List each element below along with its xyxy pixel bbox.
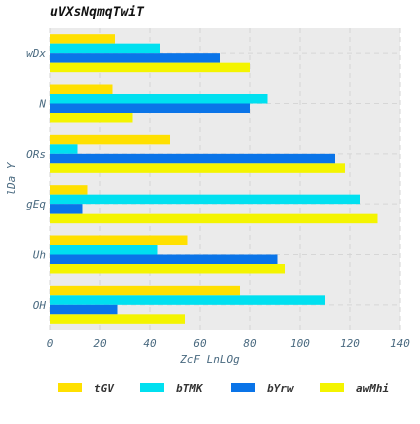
bar-tGV-OH [50, 285, 240, 296]
plot-background [50, 28, 400, 330]
legend-label-awMhi: awMhi [356, 382, 389, 395]
bar-tGV-N [50, 84, 113, 94]
bar-tGV-wDx [50, 34, 115, 44]
legend-label-bTMK: bTMK [176, 382, 204, 395]
x-axis-label: ZcF LnLOg [179, 353, 240, 366]
bar-awMhi-OH [50, 314, 185, 324]
legend-swatch-awMhi [320, 383, 344, 392]
bar-bTMK-wDx [50, 43, 160, 54]
bar-tGV-gEq [50, 185, 88, 195]
bar-bYrw-gEq [50, 204, 83, 214]
x-tick-label: 20 [93, 337, 107, 350]
bar-awMhi-N [50, 113, 133, 123]
legend-label-tGV: tGV [94, 382, 115, 395]
legend-label-bYrw: bYrw [267, 382, 295, 395]
y-tick-label: gEq [26, 198, 46, 211]
x-tick-label: 120 [340, 337, 360, 350]
x-tick-label: 40 [143, 337, 157, 350]
bar-bTMK-OH [50, 295, 325, 305]
bar-awMhi-Uh [50, 264, 285, 274]
bar-awMhi-ORs [50, 163, 345, 173]
y-axis-label: lDa Y [5, 161, 18, 195]
legend-swatch-bYrw [231, 383, 255, 392]
x-tick-label: 100 [290, 337, 310, 350]
bar-bYrw-ORs [50, 153, 335, 164]
chart-title: uVXsNqmqTwiT [50, 5, 144, 20]
bar-bTMK-Uh [50, 245, 158, 255]
bar-awMhi-gEq [50, 213, 378, 224]
bar-bTMK-N [50, 94, 268, 104]
y-tick-label: Uh [33, 249, 46, 262]
bar-awMhi-wDx [50, 62, 250, 73]
bar-bTMK-gEq [50, 194, 360, 205]
x-tick-label: 80 [243, 337, 257, 350]
legend-swatch-tGV [58, 383, 82, 392]
bar-bTMK-ORs [50, 144, 78, 154]
bar-bYrw-wDx [50, 53, 220, 63]
bar-bYrw-Uh [50, 254, 278, 264]
x-tick-label: 140 [390, 337, 410, 350]
legend-swatch-bTMK [140, 383, 164, 392]
y-tick-label: OH [33, 299, 47, 312]
bar-tGV-ORs [50, 134, 170, 145]
x-tick-label: 60 [193, 337, 207, 350]
bar-bYrw-OH [50, 304, 118, 315]
bar-bYrw-N [50, 103, 250, 113]
y-tick-label: ORs [26, 148, 46, 161]
y-tick-label: N [38, 98, 46, 111]
y-tick-label: wDx [26, 47, 46, 60]
x-tick-label: 0 [47, 337, 54, 350]
bar-tGV-Uh [50, 235, 188, 245]
